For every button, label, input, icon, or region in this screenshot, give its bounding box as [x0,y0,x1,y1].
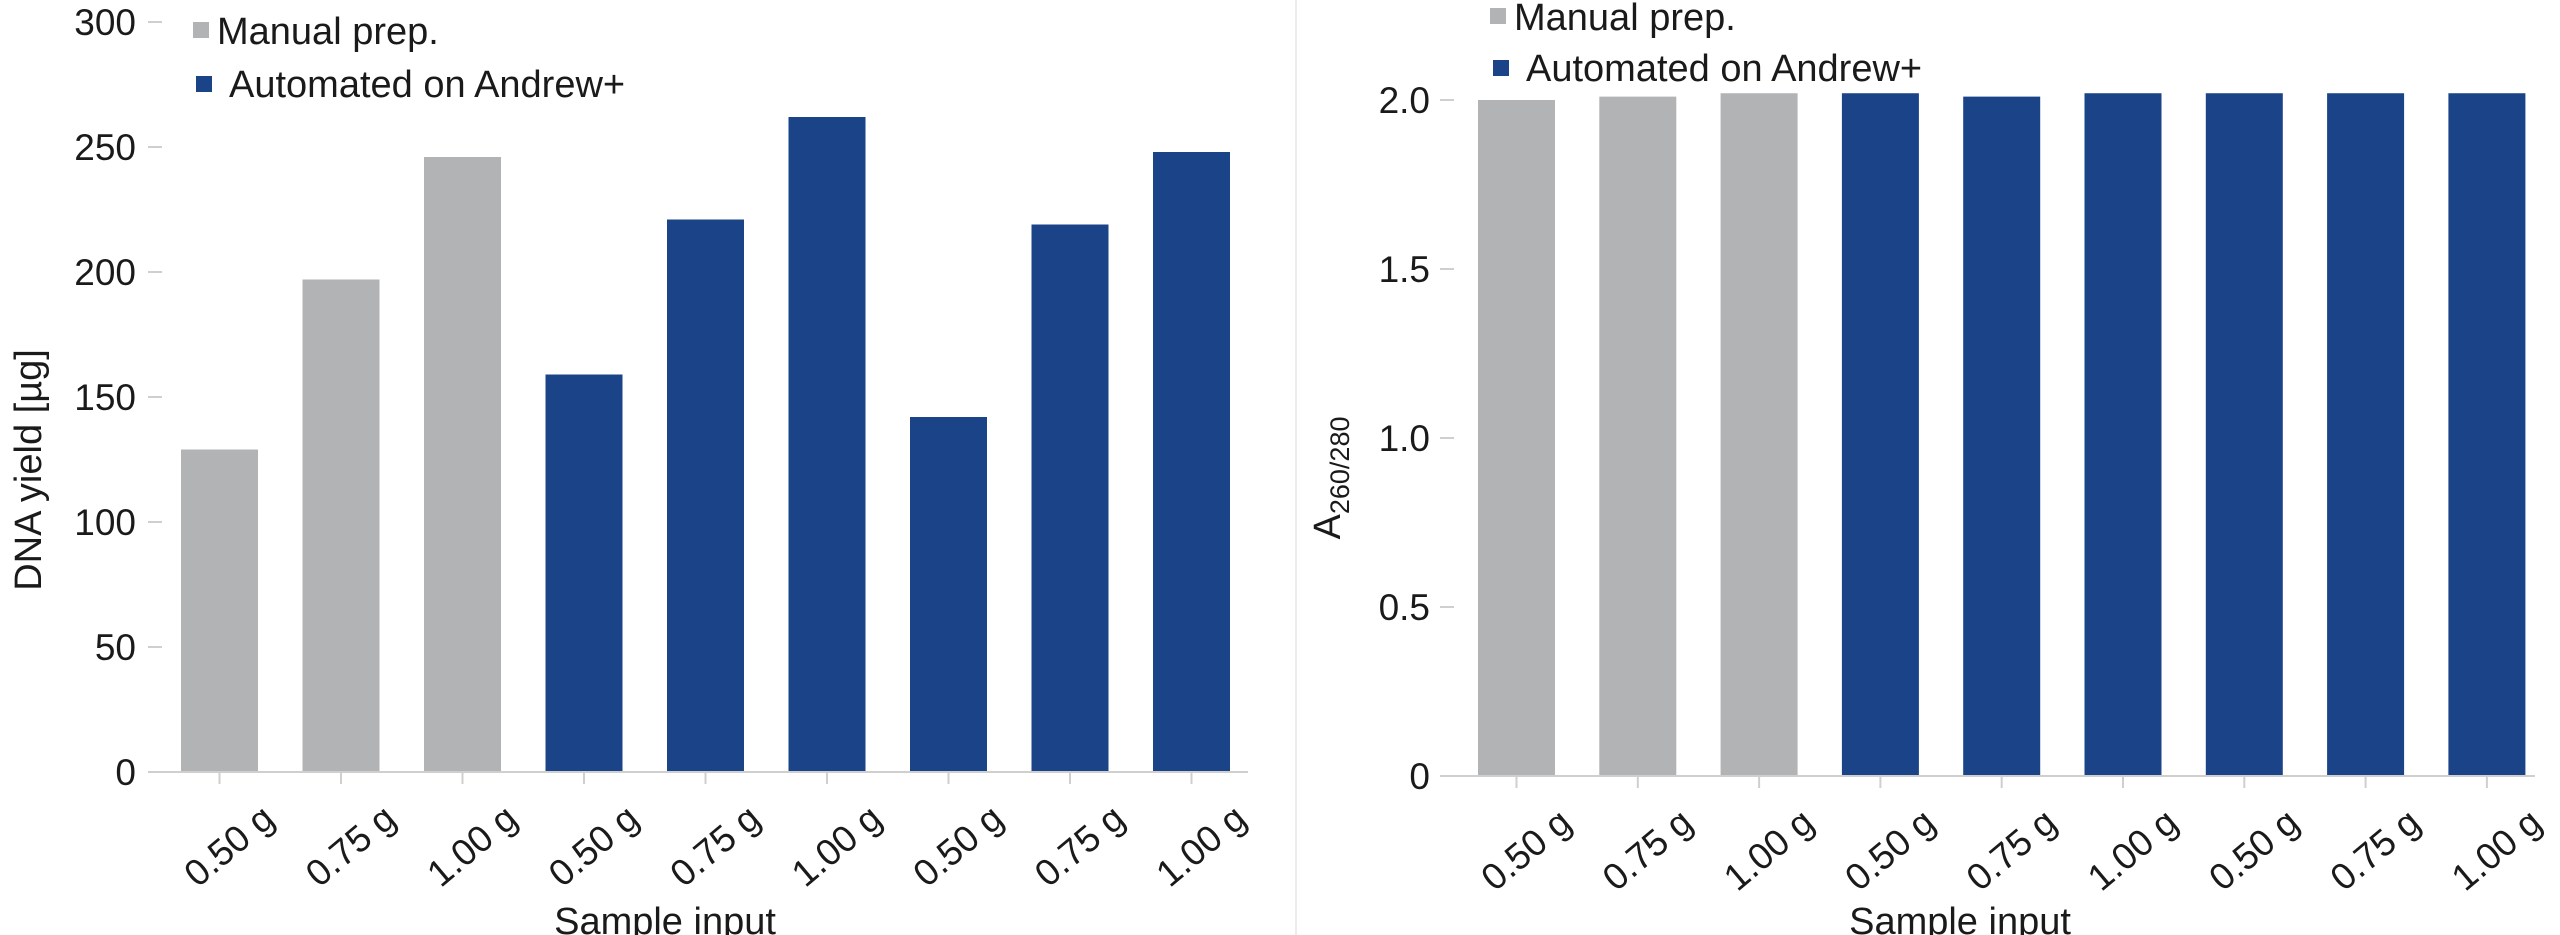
x-tick-label: 0.75 g [298,797,403,895]
y-tick-label: 1.5 [1379,249,1430,290]
y-tick-label: 100 [74,502,136,543]
bar-automated [2327,93,2405,777]
x-tick-label: 0.75 g [2323,801,2428,899]
bar-manual [1478,100,1555,776]
x-tick-label: 0.50 g [1837,801,1942,899]
x-tick-label: 0.50 g [1473,801,1578,899]
bar-automated [2084,93,2162,777]
x-axis-ticks: 0.50 g 0.75 g 1.00 g 0.50 g 0.75 g 1.00 g 0.50… [1473,776,2549,898]
x-tick-label: 0.75 g [1595,801,1700,899]
bar-automated [1841,93,1919,777]
y-tick-label: 2.0 [1379,80,1430,121]
y-axis-title: DNA yield [µg] [8,349,50,591]
legend-label-manual: Manual prep. [1514,0,1736,39]
x-tick-label: 1.00 g [1716,801,1821,899]
x-tick-label: 1.00 g [1148,797,1253,895]
bar-automated [1153,152,1230,772]
bar-automated [910,417,987,772]
bar-manual [181,449,258,772]
y-tick-label: 50 [95,627,136,668]
bar-manual [302,279,380,772]
legend-swatch-automated [196,76,212,92]
bars [181,117,1230,772]
x-axis-ticks: 0.50 g 0.75 g 1.00 g 0.50 g 0.75 g 1.00 g 0.50… [176,772,1254,895]
x-tick-label: 0.50 g [2201,801,2306,899]
x-axis-title: Sample input [1849,901,2071,935]
x-tick-label: 0.50 g [176,797,281,895]
legend-label-manual: Manual prep. [217,11,439,53]
x-tick-label: 0.75 g [662,797,767,895]
bar-automated [545,374,623,772]
bar-automated [788,117,866,772]
legend-swatch-manual [193,22,209,38]
y-axis-title-subscript: 260/280 [1325,417,1355,515]
legend-label-automated: Automated on Andrew+ [229,64,625,106]
bar-automated [667,219,744,772]
x-tick-label: 1.00 g [2444,801,2549,899]
legend: Manual prep. Automated on Andrew+ [1490,0,1922,90]
legend-swatch-automated [1493,60,1509,76]
x-tick-label: 1.00 g [419,797,524,895]
bars [1478,93,2526,777]
x-tick-label: 0.75 g [1959,801,2064,899]
y-axis-ticks: 0 0.5 1.0 1.5 2.0 [1379,80,1454,797]
bar-manual [1720,93,1798,777]
legend-swatch-manual [1490,8,1506,24]
chart-a260-280: 00.51.01.52.0 0.50 g 0.75 g 1.00 g 0.50 g 0.… [1307,0,2549,935]
bar-manual [1599,96,1677,777]
y-axis-ticks: 0 50 100 150 200 250 300 [74,2,162,793]
y-tick-label: 200 [74,252,136,293]
y-axis-title: A260/280 [1307,417,1355,540]
y-tick-label: 300 [74,2,136,43]
bar-automated [2205,93,2283,777]
bar-automated [1963,96,2041,777]
x-tick-label: 0.50 g [905,797,1010,895]
bar-manual [424,157,501,772]
y-tick-label: 0 [115,752,136,793]
x-tick-label: 0.75 g [1027,797,1132,895]
x-axis-title: Sample input [554,901,776,935]
y-tick-label: 0.5 [1379,587,1430,628]
x-tick-label: 1.00 g [784,797,889,895]
y-tick-label: 1.0 [1379,418,1430,459]
legend: Manual prep. Automated on Andrew+ [193,11,625,106]
y-tick-label: 250 [74,127,136,168]
y-axis-title-main: A [1307,513,1349,539]
x-tick-label: 1.00 g [2080,801,2185,899]
y-tick-label: 150 [74,377,136,418]
bar-automated [1031,224,1109,772]
x-tick-label: 0.50 g [541,797,646,895]
legend-label-automated: Automated on Andrew+ [1526,48,1922,90]
bar-automated [2448,93,2526,777]
y-tick-label: 0 [1409,756,1430,797]
